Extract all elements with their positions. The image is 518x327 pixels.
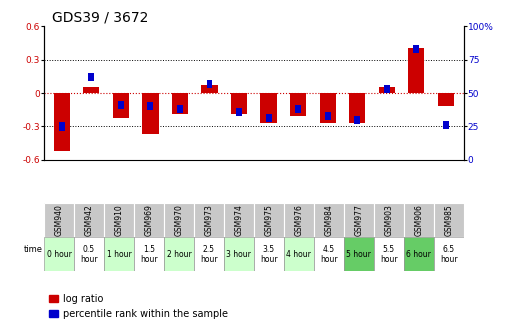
Bar: [113, 93, 129, 118]
Text: 6 hour: 6 hour: [406, 250, 431, 259]
Bar: [74, 237, 104, 271]
Bar: [254, 203, 284, 237]
Bar: [194, 203, 224, 237]
Bar: [142, 93, 159, 134]
Text: 2.5
hour: 2.5 hour: [200, 245, 218, 264]
Text: 5.5
hour: 5.5 hour: [380, 245, 397, 264]
Bar: [74, 203, 104, 237]
Bar: [224, 237, 254, 271]
Bar: [194, 237, 224, 271]
Bar: [408, 48, 424, 93]
Text: GSM903: GSM903: [384, 204, 393, 236]
Bar: [224, 203, 254, 237]
Bar: [320, 93, 336, 123]
Bar: [379, 87, 395, 93]
Bar: [413, 45, 419, 53]
Bar: [261, 93, 277, 123]
Text: GSM975: GSM975: [264, 204, 274, 236]
Bar: [134, 237, 164, 271]
Text: 3.5
hour: 3.5 hour: [260, 245, 278, 264]
Text: GSM942: GSM942: [84, 204, 93, 236]
Text: GSM976: GSM976: [294, 204, 303, 236]
Bar: [177, 105, 183, 113]
Bar: [202, 85, 218, 93]
Bar: [434, 237, 464, 271]
Text: 3 hour: 3 hour: [226, 250, 251, 259]
Bar: [284, 203, 314, 237]
Bar: [314, 237, 344, 271]
Bar: [164, 237, 194, 271]
Bar: [104, 203, 134, 237]
Text: GSM970: GSM970: [175, 204, 183, 236]
Bar: [344, 203, 373, 237]
Bar: [373, 203, 404, 237]
Bar: [438, 93, 454, 106]
Text: GSM973: GSM973: [205, 204, 213, 236]
Bar: [44, 203, 74, 237]
Bar: [373, 237, 404, 271]
Text: GSM969: GSM969: [145, 204, 153, 236]
Bar: [344, 237, 373, 271]
Text: 6.5
hour: 6.5 hour: [440, 245, 457, 264]
Text: GSM910: GSM910: [114, 204, 123, 236]
Text: GDS39 / 3672: GDS39 / 3672: [52, 11, 149, 25]
Bar: [104, 237, 134, 271]
Bar: [148, 102, 153, 111]
Bar: [44, 237, 74, 271]
Bar: [231, 93, 247, 114]
Bar: [83, 87, 99, 93]
Text: 0 hour: 0 hour: [47, 250, 71, 259]
Text: 4 hour: 4 hour: [286, 250, 311, 259]
Text: GSM984: GSM984: [324, 204, 333, 236]
Bar: [134, 203, 164, 237]
Text: GSM906: GSM906: [414, 204, 423, 236]
Bar: [443, 121, 449, 129]
Bar: [118, 101, 124, 109]
Text: 5 hour: 5 hour: [346, 250, 371, 259]
Bar: [54, 93, 70, 151]
Text: 2 hour: 2 hour: [166, 250, 191, 259]
Bar: [89, 73, 94, 81]
Text: time: time: [23, 245, 42, 254]
Bar: [236, 108, 242, 116]
Bar: [164, 203, 194, 237]
Bar: [290, 93, 306, 116]
Text: GSM977: GSM977: [354, 204, 363, 236]
Bar: [325, 112, 330, 120]
Bar: [354, 116, 360, 124]
Bar: [284, 237, 314, 271]
Text: GSM985: GSM985: [444, 204, 453, 236]
Bar: [349, 93, 365, 123]
Bar: [384, 85, 390, 93]
Text: 1.5
hour: 1.5 hour: [140, 245, 158, 264]
Text: 1 hour: 1 hour: [107, 250, 132, 259]
Text: 4.5
hour: 4.5 hour: [320, 245, 338, 264]
Legend: log ratio, percentile rank within the sample: log ratio, percentile rank within the sa…: [49, 294, 227, 319]
Bar: [254, 237, 284, 271]
Bar: [172, 93, 188, 114]
Bar: [295, 105, 301, 113]
Bar: [207, 80, 212, 88]
Bar: [314, 203, 344, 237]
Text: GSM940: GSM940: [54, 204, 64, 236]
Bar: [434, 203, 464, 237]
Bar: [59, 123, 65, 130]
Bar: [404, 203, 434, 237]
Text: 0.5
hour: 0.5 hour: [80, 245, 98, 264]
Text: GSM974: GSM974: [234, 204, 243, 236]
Bar: [266, 114, 271, 123]
Bar: [404, 237, 434, 271]
